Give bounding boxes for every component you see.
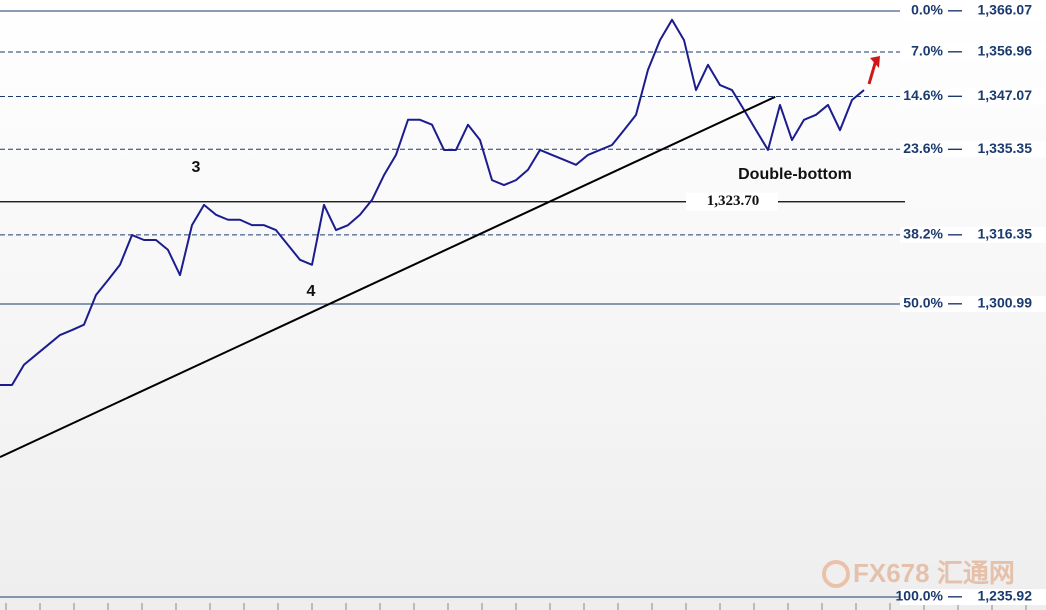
support-label-bg: [686, 192, 778, 211]
fib-label-bg: [900, 88, 1046, 105]
fib-price: 1,347.07: [978, 87, 1033, 103]
fib-price: 1,366.07: [978, 2, 1033, 18]
fib-label-bg: [900, 43, 1046, 60]
fib-percent: 7.0%: [911, 43, 943, 59]
fib-dash: —: [948, 588, 962, 604]
watermark: FX678 汇通网: [853, 558, 1015, 588]
watermark-logo: [822, 560, 850, 588]
fib-dash: —: [948, 87, 962, 103]
price-line: [0, 18, 865, 387]
fib-dash: —: [948, 43, 962, 59]
fib-percent: 14.6%: [903, 87, 943, 103]
trendline: [0, 95, 776, 458]
fib-percent: 50.0%: [903, 295, 943, 311]
fib-price: 1,235.92: [978, 588, 1033, 604]
fib-dash: —: [948, 295, 962, 311]
fib-label-bg: [900, 295, 1046, 312]
fib-dash: —: [948, 2, 962, 18]
fib-label-bg: [900, 226, 1046, 243]
fib-label-bg: [900, 2, 1046, 19]
fib-percent: 23.6%: [903, 140, 943, 156]
support-label: 1,323.70: [707, 193, 760, 209]
fib-label-bg: [900, 141, 1046, 158]
fib-percent: 100.0%: [896, 588, 944, 604]
fib-label-bg: [900, 589, 1046, 605]
arrow: [867, 59, 878, 85]
fib-price: 1,300.99: [978, 295, 1033, 311]
fib-dash: —: [948, 226, 962, 242]
wave-label: 4: [307, 283, 316, 300]
fib-dash: —: [948, 140, 962, 156]
arrow-head: [870, 56, 880, 68]
fib-price: 1,335.35: [978, 140, 1033, 156]
time-axis: [5, 603, 1027, 610]
fib-price: 1,356.96: [978, 43, 1033, 59]
pattern-label: Double-bottom: [738, 166, 852, 183]
fib-percent: 38.2%: [903, 226, 943, 242]
fib-price: 1,316.35: [978, 226, 1033, 242]
wave-label: 3: [192, 159, 201, 176]
fib-percent: 0.0%: [911, 2, 943, 18]
